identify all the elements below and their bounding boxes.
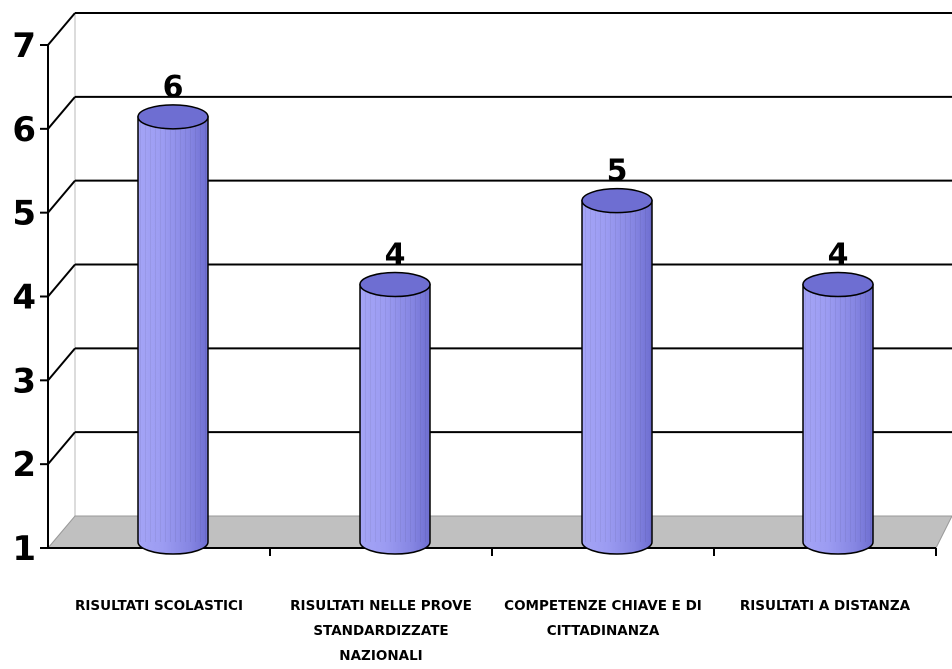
x-tick-label: RISULTATI SCOLASTICI [74, 598, 243, 614]
y-tick-label: 2 [12, 445, 36, 485]
y-tick-label: 4 [12, 278, 36, 318]
bar-chart: 1 2 3 4 5 6 7 6 4 5 4 [12, 12, 952, 569]
bar [359, 271, 431, 555]
y-tick-label: 5 [12, 194, 36, 234]
gridline-side [47, 12, 76, 46]
bar-texture [138, 116, 208, 542]
x-tick-label: RISULTATI A DISTANZA [739, 598, 911, 614]
gridline-side [47, 263, 76, 298]
x-tick-label: COMPETENZE CHIAVE E DI CITTADINANZA [504, 598, 702, 639]
bar-top [359, 271, 431, 298]
bar-texture [803, 284, 873, 542]
data-label: 5 [607, 154, 628, 189]
gridline-side [47, 431, 76, 465]
y-tick-label: 6 [12, 110, 36, 150]
bar [137, 104, 209, 555]
bar-texture [582, 200, 652, 542]
y-tick-label: 7 [12, 26, 36, 66]
bar [802, 271, 874, 555]
data-label: 4 [385, 238, 406, 273]
data-label: 6 [163, 70, 184, 105]
bar-top [581, 187, 653, 214]
data-label: 4 [828, 238, 849, 273]
gridline-side [47, 96, 76, 130]
gridline-side [47, 180, 76, 214]
bar [581, 187, 653, 555]
x-tick-label: RISULTATI NELLE PROVE STANDARDIZZATE NAZ… [290, 598, 472, 664]
gridline-side [47, 347, 76, 381]
y-tick-label: 3 [12, 361, 36, 401]
bar-texture [360, 284, 430, 542]
bar-top [802, 271, 874, 298]
bar-top [137, 104, 209, 130]
y-tick-label: 1 [12, 529, 36, 569]
